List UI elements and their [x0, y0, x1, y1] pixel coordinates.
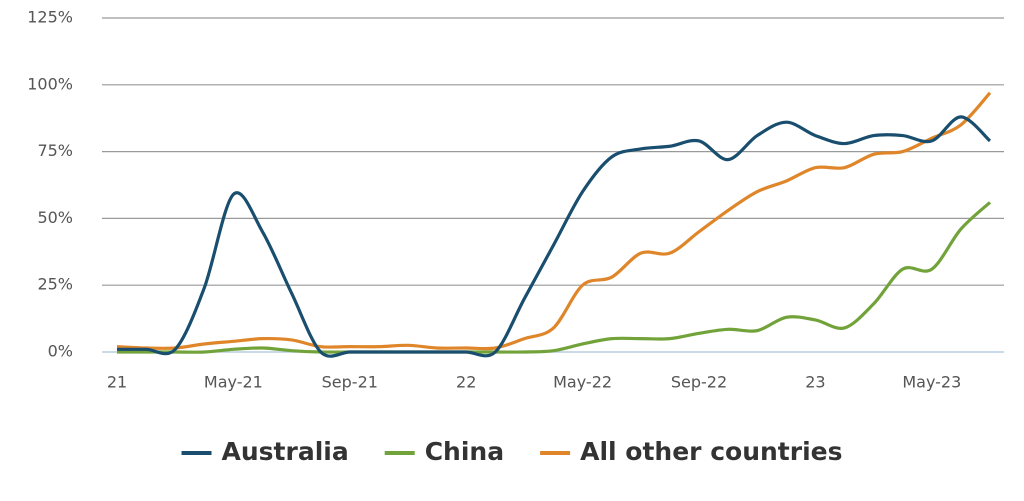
x-tick-label: 21: [107, 373, 127, 392]
series-line: [117, 115, 992, 358]
legend-label: Australia: [222, 437, 349, 466]
series-line: [116, 91, 992, 351]
legend-label: All other countries: [580, 437, 842, 466]
x-tick-label: 23: [805, 373, 825, 392]
y-tick-label: 25%: [37, 275, 73, 294]
x-tick-label: Sep-21: [322, 373, 378, 392]
y-tick-label: 50%: [37, 208, 73, 227]
legend-label: China: [425, 437, 504, 466]
x-tick-label: May-23: [902, 373, 961, 392]
y-tick-label: 125%: [27, 8, 73, 27]
x-tick-label: May-21: [204, 373, 263, 392]
y-tick-label: 75%: [37, 141, 73, 160]
y-tick-label: 100%: [27, 74, 73, 93]
y-tick-label: 0%: [48, 342, 73, 361]
x-tick-label: May-22: [553, 373, 612, 392]
x-tick-label: Sep-22: [671, 373, 727, 392]
series-line: [116, 201, 992, 354]
x-tick-label: 22: [456, 373, 476, 392]
